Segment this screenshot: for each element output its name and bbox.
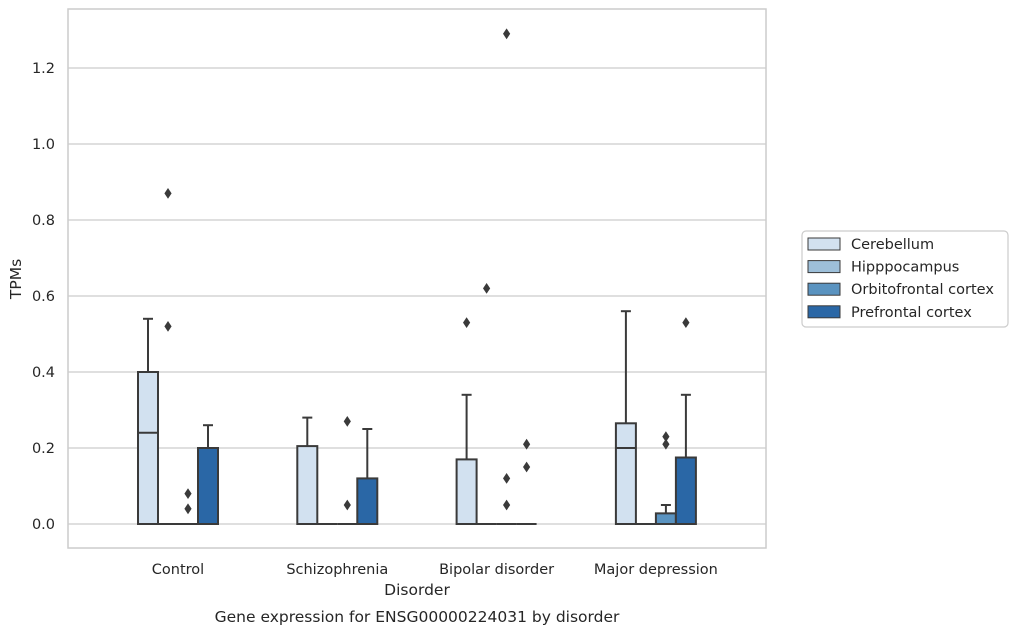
grid-lines bbox=[68, 67, 766, 525]
box bbox=[614, 422, 637, 525]
box bbox=[455, 458, 478, 525]
x-tick-label: Schizophrenia bbox=[286, 562, 388, 578]
y-tick-label: 1.2 bbox=[32, 61, 55, 77]
legend-swatch bbox=[807, 282, 841, 296]
outlier-point bbox=[164, 188, 172, 199]
x-tick-labels: Control Schizophrenia Bipolar disorder Majo… bbox=[152, 562, 718, 578]
box bbox=[654, 512, 677, 525]
y-tick-label: 0.6 bbox=[32, 289, 55, 305]
outlier-point bbox=[343, 416, 351, 427]
outlier-point bbox=[662, 431, 670, 442]
outlier-point bbox=[503, 499, 511, 511]
outlier-point bbox=[483, 283, 491, 294]
box bbox=[197, 447, 219, 525]
box-group bbox=[296, 416, 379, 526]
legend-frame bbox=[801, 230, 1009, 328]
box bbox=[356, 477, 379, 525]
outlier-point bbox=[184, 503, 192, 515]
y-tick-labels: 0.0 0.2 0.4 0.6 0.8 1.0 1.2 bbox=[32, 61, 55, 533]
y-tick-label: 0.0 bbox=[32, 517, 55, 533]
outlier-point bbox=[164, 321, 172, 332]
outlier-point bbox=[184, 488, 192, 499]
x-axis-title: Disorder bbox=[384, 581, 450, 599]
box-group bbox=[137, 188, 219, 525]
box-group bbox=[455, 28, 537, 525]
box-groups bbox=[137, 28, 697, 526]
box bbox=[296, 445, 319, 526]
y-tick-label: 0.2 bbox=[32, 441, 55, 457]
outlier-point bbox=[503, 28, 511, 40]
y-axis-title: TPMs bbox=[7, 259, 25, 300]
legend-label: Prefrontal cortex bbox=[851, 305, 972, 321]
outlier-point bbox=[662, 438, 670, 450]
outlier-point bbox=[503, 473, 511, 484]
legend-label: Hipppocampus bbox=[851, 260, 959, 276]
legend-swatch bbox=[807, 260, 841, 274]
legend: Cerebellum Hipppocampus Orbitofrontal cort… bbox=[801, 230, 1009, 328]
outlier-point bbox=[523, 438, 531, 450]
legend-swatch bbox=[807, 237, 841, 251]
legend-swatch bbox=[807, 305, 841, 319]
chart-caption: Gene expression for ENSG00000224031 by d… bbox=[215, 608, 620, 626]
x-tick-label: Bipolar disorder bbox=[439, 562, 554, 578]
box bbox=[674, 456, 697, 525]
x-tick-label: Control bbox=[152, 562, 204, 578]
outlier-point bbox=[343, 499, 351, 511]
box-group bbox=[614, 310, 697, 525]
legend-label: Orbitofrontal cortex bbox=[851, 282, 994, 298]
legend-label: Cerebellum bbox=[851, 237, 934, 253]
outlier-point bbox=[523, 461, 531, 473]
box bbox=[137, 371, 159, 525]
y-tick-label: 1.0 bbox=[32, 137, 55, 153]
y-tick-label: 0.4 bbox=[32, 365, 55, 381]
y-tick-label: 0.8 bbox=[32, 213, 55, 229]
plot-frame bbox=[67, 8, 767, 549]
x-tick-label: Major depression bbox=[594, 562, 718, 578]
outlier-point bbox=[463, 317, 471, 328]
plot-border bbox=[67, 8, 767, 549]
outlier-point bbox=[682, 317, 690, 328]
